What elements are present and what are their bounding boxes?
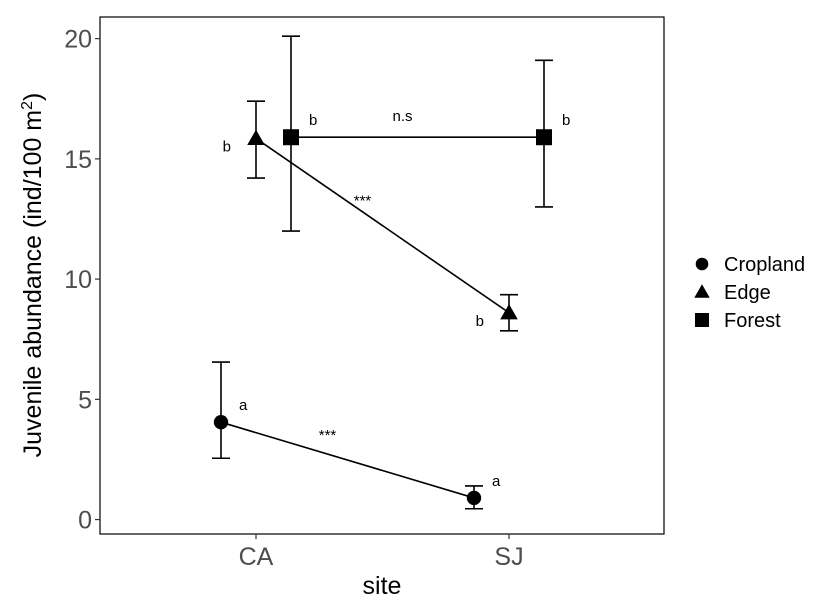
significance-letter: a: [492, 473, 501, 490]
plot-panel: [99, 16, 665, 535]
comparison-annotation: n.s: [392, 108, 412, 125]
series-layer: a a *** b b *** b b n.s: [212, 35, 570, 510]
y-tick-label: 5: [78, 386, 92, 414]
series-cropland: a a ***: [212, 361, 501, 510]
legend-label: Forest: [724, 310, 781, 332]
y-tick-label: 10: [64, 266, 92, 294]
data-point-forest: [283, 129, 299, 146]
series-forest: b b n.s: [282, 35, 570, 232]
legend-item-edge: Edge: [694, 282, 771, 304]
y-axis-title-main: Juvenile abundance (ind/100 m: [19, 110, 47, 457]
data-point-edge: [500, 303, 518, 320]
y-tick-label: 0: [78, 507, 92, 535]
significance-letter: b: [223, 138, 231, 155]
y-tick-label: 15: [64, 146, 92, 174]
x-axis-title: site: [363, 572, 402, 599]
data-point-edge: [247, 129, 265, 146]
x-tick-label: SJ: [494, 543, 523, 571]
y-axis-title: Juvenile abundance (ind/100 m2): [19, 93, 47, 458]
y-axis: 0 5 10 15 20: [64, 26, 100, 535]
y-axis-title-sup: 2: [19, 101, 36, 110]
y-tick-label: 20: [64, 26, 92, 54]
data-point-forest: [536, 129, 552, 146]
legend-label: Cropland: [724, 254, 805, 276]
legend: Cropland Edge Forest: [694, 254, 805, 332]
significance-letter: b: [309, 112, 317, 129]
significance-letter: b: [562, 112, 570, 129]
legend-item-forest: Forest: [695, 310, 781, 332]
series-line-cropland: [220, 421, 475, 499]
legend-symbol-forest: [695, 313, 709, 327]
y-axis-title-close: ): [19, 93, 47, 101]
x-axis: CA SJ: [239, 534, 524, 571]
legend-symbol-cropland: [695, 257, 709, 271]
series-line-edge: [255, 137, 510, 314]
legend-symbol-edge: [694, 284, 710, 298]
significance-letter: b: [476, 313, 484, 330]
comparison-annotation: ***: [354, 193, 372, 210]
x-tick-label: CA: [239, 543, 274, 571]
legend-item-cropland: Cropland: [695, 254, 805, 276]
series-edge: b b ***: [223, 100, 518, 332]
significance-letter: a: [239, 397, 248, 414]
data-point-cropland: [213, 414, 229, 430]
error-bar: [212, 361, 230, 460]
comparison-annotation: ***: [319, 427, 337, 444]
legend-label: Edge: [724, 282, 771, 304]
data-point-cropland: [466, 490, 482, 506]
